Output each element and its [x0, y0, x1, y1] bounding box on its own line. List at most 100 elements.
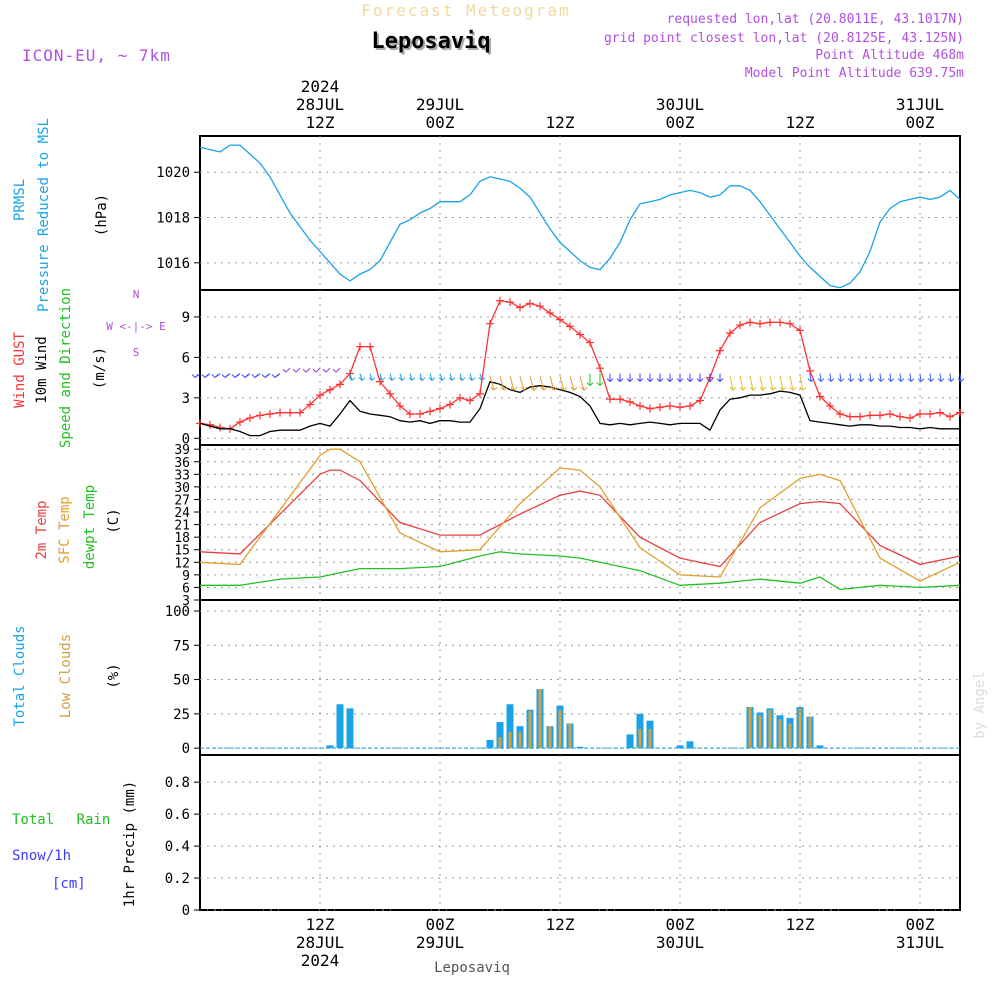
time-label-top: 12Z [786, 113, 815, 132]
y-tick-label: 12 [174, 556, 190, 571]
wind-direction-arrow [739, 376, 747, 391]
gust-label: Wind GUST [12, 332, 28, 408]
wind-direction-arrow [322, 367, 331, 373]
y-tick-label: 100 [165, 604, 190, 620]
temp-unit: (C) [106, 508, 122, 533]
wind-direction-arrow [478, 373, 486, 381]
wind-direction-arrow [867, 373, 875, 382]
compass-s: S [133, 346, 140, 359]
wind-direction-arrow [378, 373, 386, 381]
panel-1 [194, 135, 961, 291]
gust-marker [626, 397, 634, 406]
gust-marker [896, 412, 904, 421]
gust-marker [716, 346, 724, 355]
bar-total-clouds [496, 722, 504, 749]
y-tick-label: 0.6 [165, 807, 190, 823]
wind-direction-arrow [606, 373, 614, 382]
wind-direction-arrow [847, 373, 855, 382]
point-altitude: Point Altitude 468m [815, 48, 964, 63]
wind-direction-arrow [616, 373, 624, 382]
wind-direction-arrow [817, 373, 825, 382]
gust-marker [906, 414, 914, 423]
wind-direction-arrow [646, 373, 654, 382]
bar-total-clouds [486, 739, 494, 749]
y-tick-label: 3 [182, 594, 190, 609]
gust-marker [416, 410, 424, 418]
wind-direction-arrow [799, 376, 807, 391]
time-label-top: 00Z [426, 113, 455, 132]
gust-marker [386, 389, 394, 398]
wind-direction-arrow [759, 376, 767, 391]
wind-direction-arrow [241, 373, 251, 378]
total-clouds-label: Total Clouds [12, 625, 28, 726]
wind-direction-arrow [388, 373, 396, 381]
gust-marker [596, 364, 604, 373]
wind-direction-arrow [947, 373, 955, 382]
gust-marker [876, 411, 884, 420]
y-tick-label: 3 [182, 391, 190, 407]
gust-marker [786, 319, 794, 328]
wind-direction-arrow [271, 373, 281, 378]
wind-direction-arrow [559, 376, 568, 391]
gust-marker [746, 318, 754, 327]
gust-marker [856, 412, 864, 421]
gust-marker [236, 418, 244, 427]
panel-3 [194, 444, 961, 601]
gust-marker [696, 396, 704, 405]
gust-marker [766, 318, 774, 327]
compass-we: W <-|-> E [106, 320, 166, 333]
wind-direction-arrow [489, 376, 498, 391]
bar-total-clouds [576, 746, 584, 749]
gust-marker [506, 298, 514, 307]
gust-marker [686, 401, 694, 410]
gust-marker [446, 400, 454, 409]
y-tick-label: 27 [174, 493, 190, 508]
gust-marker [346, 369, 354, 378]
gust-marker [456, 393, 464, 402]
line-10m-wind [199, 380, 960, 437]
supertitle: Forecast Meteogram [361, 1, 570, 20]
y-tick-label: 33 [174, 468, 190, 483]
wind-direction-arrow [458, 373, 466, 381]
gust-marker [646, 404, 654, 413]
time-label-bottom: 00Z [666, 915, 695, 934]
wind-direction-arrow [937, 373, 945, 382]
bar-low-clouds [508, 731, 512, 749]
wind-direction-arrow [468, 373, 476, 381]
bar-total-clouds [326, 745, 334, 749]
bar-low-clouds [748, 706, 752, 749]
wind-unit: (m/s) [92, 347, 108, 389]
gust-marker [256, 411, 264, 420]
wind-direction-arrow [368, 373, 376, 381]
time-label-top: 2024 [301, 77, 340, 96]
y-tick-label: 6 [182, 350, 190, 366]
bar-low-clouds [538, 689, 542, 749]
wind-direction-arrow [448, 373, 456, 381]
panel-2 [191, 289, 965, 446]
time-label-bottom: 12Z [546, 915, 575, 934]
wind-direction-arrow [358, 373, 366, 381]
wind-direction-arrow [917, 373, 925, 382]
wind-direction-arrow [676, 373, 684, 382]
gust-marker [676, 403, 684, 412]
wind-direction-arrow [686, 373, 694, 382]
panel-frame [199, 289, 961, 446]
wind-direction-arrow [398, 373, 406, 381]
wind-direction-arrow [261, 373, 271, 378]
gust-marker [466, 396, 474, 405]
y-tick-label: 36 [174, 456, 190, 471]
y-tick-label: 0.4 [165, 839, 190, 855]
wind-dir-label: Speed and Direction [58, 288, 74, 448]
time-label-top: 31JUL [896, 95, 944, 114]
snow-unit: [cm] [52, 876, 86, 892]
gust-marker [366, 342, 374, 351]
bar-low-clouds [558, 709, 562, 749]
y-tick-label: 30 [174, 481, 190, 496]
line-wind-gust [199, 300, 961, 430]
y-tick-label: 9 [182, 310, 190, 326]
wind-direction-arrow [312, 367, 321, 373]
wind-direction-arrow [857, 373, 865, 382]
y-tick-label: 0 [182, 903, 190, 919]
bar-total-clouds [686, 741, 694, 749]
